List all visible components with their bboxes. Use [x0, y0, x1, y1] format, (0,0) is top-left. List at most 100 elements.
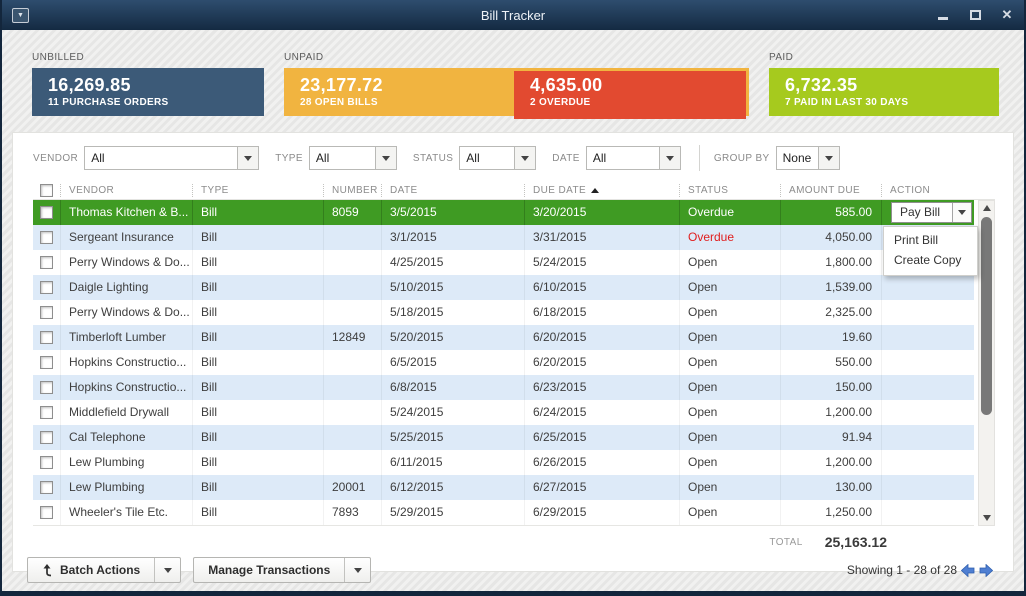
chevron-down-icon[interactable] [237, 147, 259, 169]
status-filter-select[interactable]: All [459, 146, 537, 170]
due-date-cell: 6/26/2015 [524, 450, 679, 475]
chevron-down-icon[interactable] [514, 147, 536, 169]
vendor-filter-select[interactable]: All [84, 146, 260, 170]
close-button[interactable]: ✕ [1001, 7, 1013, 22]
batch-actions-dropdown-arrow[interactable] [154, 558, 180, 582]
row-checkbox[interactable] [40, 231, 53, 244]
row-checkbox[interactable] [40, 456, 53, 469]
vertical-scrollbar[interactable] [978, 200, 995, 526]
due-date-cell: 6/27/2015 [524, 475, 679, 500]
table-row[interactable]: Hopkins Constructio... Bill 6/5/2015 6/2… [33, 350, 974, 375]
col-header-action[interactable]: ACTION [881, 183, 974, 197]
col-header-due-date[interactable]: DUE DATE [524, 183, 679, 197]
date-filter-select[interactable]: All [585, 146, 681, 170]
previous-page-icon[interactable] [961, 563, 975, 577]
row-checkbox[interactable] [40, 406, 53, 419]
amount-due-cell: 19.60 [780, 325, 881, 350]
amount-due-cell: 585.00 [780, 200, 881, 225]
amount-due-cell: 1,800.00 [780, 250, 881, 275]
sort-ascending-icon [591, 187, 600, 193]
type-filter-select[interactable]: All [308, 146, 397, 170]
status-cell: Overdue [679, 225, 780, 250]
number-cell [323, 225, 381, 250]
table-row[interactable]: Perry Windows & Do... Bill 4/25/2015 5/2… [33, 250, 974, 275]
manage-transactions-dropdown-arrow[interactable] [344, 558, 370, 582]
action-cell [881, 350, 974, 375]
amount-due-cell: 1,250.00 [780, 500, 881, 525]
action-combo[interactable]: Pay Bill [891, 202, 972, 223]
scrollbar-thumb[interactable] [981, 217, 992, 415]
row-checkbox[interactable] [40, 281, 53, 294]
row-checkbox[interactable] [40, 481, 53, 494]
row-checkbox[interactable] [40, 431, 53, 444]
table-header-row: VENDOR TYPE NUMBER DATE DUE DATE STATUS … [33, 181, 995, 200]
row-checkbox[interactable] [40, 506, 53, 519]
col-header-amount-due[interactable]: AMOUNT DUE [780, 183, 881, 197]
col-header-status[interactable]: STATUS [679, 183, 780, 197]
table-row[interactable]: Hopkins Constructio... Bill 6/8/2015 6/2… [33, 375, 974, 400]
col-header-number[interactable]: NUMBER [323, 183, 381, 197]
select-all-checkbox-cell [33, 183, 60, 197]
vendor-cell: Lew Plumbing [60, 475, 192, 500]
unpaid-subtext: 28 OPEN BILLS [300, 97, 378, 108]
window-menu-icon[interactable]: ▼ [12, 7, 29, 23]
chevron-down-icon[interactable] [374, 147, 396, 169]
table-row[interactable]: Daigle Lighting Bill 5/10/2015 6/10/2015… [33, 275, 974, 300]
table-row[interactable]: Lew Plumbing Bill 20001 6/12/2015 6/27/2… [33, 475, 974, 500]
action-menu: Print Bill Create Copy [883, 226, 978, 276]
overdue-tile[interactable]: 4,635.00 2 OVERDUE [514, 71, 746, 119]
vendor-filter-label: VENDOR [33, 152, 79, 164]
next-page-icon[interactable] [979, 563, 993, 577]
scroll-down-icon[interactable] [979, 511, 994, 525]
col-header-type[interactable]: TYPE [192, 183, 323, 197]
table-row[interactable]: Timberloft Lumber Bill 12849 5/20/2015 6… [33, 325, 974, 350]
chevron-down-icon[interactable] [817, 147, 839, 169]
maximize-button[interactable] [968, 8, 982, 22]
table-row[interactable]: Sergeant Insurance Bill 3/1/2015 3/31/20… [33, 225, 974, 250]
date-cell: 4/25/2015 [381, 250, 524, 275]
due-date-cell: 6/24/2015 [524, 400, 679, 425]
table-row[interactable]: Middlefield Drywall Bill 5/24/2015 6/24/… [33, 400, 974, 425]
groupby-filter-select[interactable]: None [775, 146, 840, 170]
col-header-vendor[interactable]: VENDOR [60, 183, 192, 197]
vendor-cell: Cal Telephone [60, 425, 192, 450]
chevron-down-icon[interactable] [952, 203, 971, 222]
row-checkbox[interactable] [40, 306, 53, 319]
table-row[interactable]: Perry Windows & Do... Bill 5/18/2015 6/1… [33, 300, 974, 325]
due-date-cell: 6/23/2015 [524, 375, 679, 400]
table-row[interactable]: Lew Plumbing Bill 6/11/2015 6/26/2015 Op… [33, 450, 974, 475]
select-all-checkbox[interactable] [40, 183, 53, 197]
row-checkbox[interactable] [40, 356, 53, 369]
action-cell [881, 250, 974, 275]
vendor-cell: Perry Windows & Do... [60, 300, 192, 325]
type-cell: Bill [192, 225, 323, 250]
paid-tile[interactable]: 6,732.35 7 PAID IN LAST 30 DAYS [769, 68, 999, 116]
action-menu-item[interactable]: Create Copy [894, 253, 962, 267]
row-checkbox[interactable] [40, 331, 53, 344]
scroll-up-icon[interactable] [979, 201, 994, 215]
table-row[interactable]: Thomas Kitchen & B... Bill 8059 3/5/2015… [33, 200, 974, 225]
row-checkbox[interactable] [40, 256, 53, 269]
minimize-button[interactable] [936, 8, 950, 22]
table-row[interactable]: Cal Telephone Bill 5/25/2015 6/25/2015 O… [33, 425, 974, 450]
row-checkbox[interactable] [40, 206, 53, 219]
unpaid-amount: 23,177.72 [300, 75, 383, 95]
col-header-date[interactable]: DATE [381, 183, 524, 197]
chevron-down-icon[interactable] [658, 147, 680, 169]
unbilled-tile[interactable]: 16,269.85 11 PURCHASE ORDERS [32, 68, 264, 116]
manage-transactions-button[interactable]: Manage Transactions [193, 557, 372, 583]
table-row[interactable]: Wheeler's Tile Etc. Bill 7893 5/29/2015 … [33, 500, 974, 525]
paid-subtext: 7 PAID IN LAST 30 DAYS [785, 97, 909, 108]
date-cell: 5/18/2015 [381, 300, 524, 325]
action-cell [881, 300, 974, 325]
due-date-cell: 6/20/2015 [524, 350, 679, 375]
unpaid-tile[interactable]: 23,177.72 28 OPEN BILLS 4,635.00 2 OVERD… [284, 68, 749, 119]
amount-due-cell: 1,539.00 [780, 275, 881, 300]
unbilled-amount: 16,269.85 [48, 75, 131, 95]
row-checkbox[interactable] [40, 381, 53, 394]
action-menu-item[interactable]: Print Bill [894, 233, 939, 247]
type-cell: Bill [192, 300, 323, 325]
batch-actions-button[interactable]: Batch Actions [27, 557, 182, 583]
footer-bar: Batch Actions Manage Transactions Showin… [27, 557, 995, 583]
overdue-subtext: 2 OVERDUE [530, 97, 591, 108]
